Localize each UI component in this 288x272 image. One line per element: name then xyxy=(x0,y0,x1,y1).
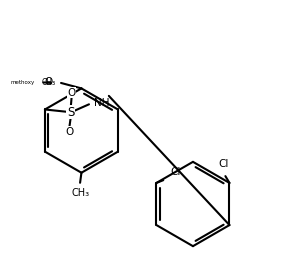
Text: CH₃: CH₃ xyxy=(41,78,56,87)
Text: O: O xyxy=(67,88,76,98)
Text: S: S xyxy=(67,106,75,119)
Text: methoxy: methoxy xyxy=(11,80,35,85)
Text: Cl: Cl xyxy=(170,167,180,177)
Text: Cl: Cl xyxy=(219,159,229,169)
Text: NH: NH xyxy=(94,98,109,108)
Text: O: O xyxy=(65,127,73,137)
Text: CH₃: CH₃ xyxy=(71,188,89,198)
Text: O: O xyxy=(45,78,53,87)
